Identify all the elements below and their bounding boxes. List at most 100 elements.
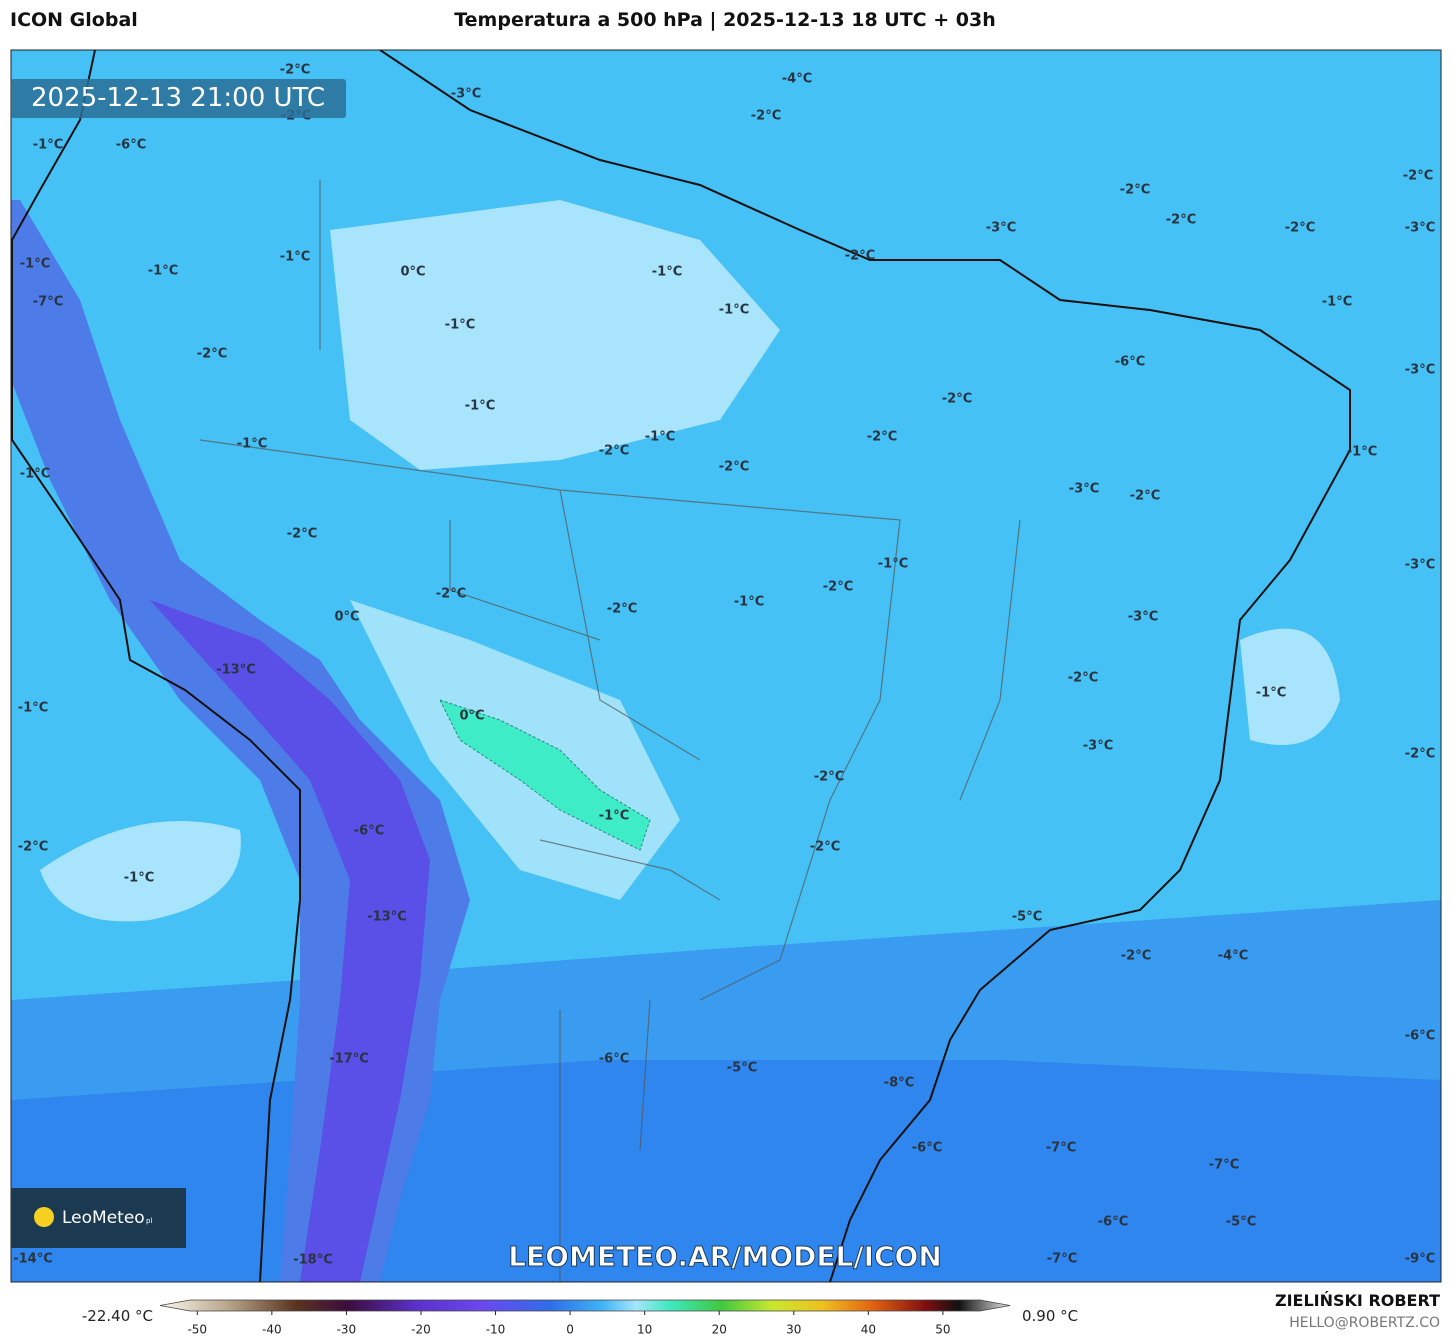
contour-label: -6°C [116,138,146,153]
map-title: Temperatura a 500 hPa | 2025-12-13 18 UT… [454,9,996,31]
contour-label: -7°C [1209,1158,1239,1173]
contour-label: -2°C [751,109,781,124]
contour-label: -6°C [1115,355,1145,370]
contour-label: -6°C [354,824,384,839]
contour-label: -3°C [451,87,481,102]
contour-label: -17°C [329,1052,369,1067]
contour-label: -1°C [734,595,764,610]
contour-label: -5°C [727,1061,757,1076]
contour-label: -2°C [719,460,749,475]
contour-label: -2°C [1403,169,1433,184]
contour-label: -2°C [1405,747,1435,762]
valid-time: 2025-12-13 21:00 UTC [31,83,325,113]
colorbar-tick-label: -10 [486,1323,506,1337]
colorbar-tick-label: 40 [861,1323,876,1337]
contour-label: 0°C [400,265,425,280]
watermark: LEOMETEO.AR/MODEL/ICON [508,1240,942,1273]
warm-zone [1240,628,1340,745]
green-zone [439,699,651,851]
contour-label: -1°C [599,809,629,824]
map-frame [10,49,1442,1283]
contour-label: -7°C [33,295,63,310]
contour-label: -3°C [1083,739,1113,754]
contour-label: -4°C [782,72,812,87]
contour-label: -1°C [1256,686,1286,701]
contour-label: -13°C [367,910,407,925]
contour-label: -2°C [823,580,853,595]
contour-label: 0°C [459,709,484,724]
contour-label: -1°C [1347,445,1377,460]
contour-label: -6°C [912,1141,942,1156]
contour-label: -2°C [599,444,629,459]
map: -2°C -3°C -4°C -2°C -2°C -1°C -6°C -2°C -2°C -2°C… [11,50,1441,1282]
colorbar-tick-label: -40 [262,1323,282,1337]
contour-label: -1°C [878,557,908,572]
colorbar-min: -22.40 °C [82,1307,153,1325]
contour-label: -2°C [197,347,227,362]
colorbar-tick-label: 30 [786,1323,801,1337]
contour-label: -5°C [1012,910,1042,925]
contour-label: -8°C [884,1076,914,1091]
colorbar-tick-label: 10 [637,1323,652,1337]
contour-label: -2°C [845,249,875,264]
contour-label: -1°C [148,264,178,279]
contour-label: -2°C [1166,213,1196,228]
coastline [11,50,1351,1282]
warm-zone [40,821,241,922]
contour-label: -3°C [1128,610,1158,625]
logo: LeoMeteo [62,1208,145,1228]
contour-label: -1°C [18,701,48,716]
model-name: ICON Global [10,9,138,31]
contour-label: -1°C [33,138,63,153]
colorbar-tick-label: -20 [411,1323,431,1337]
colorbar: -50 -40 -30 -20 -10 0 10 20 30 40 50 [159,1299,1011,1337]
contour-label: -2°C [18,840,48,855]
contour-label: -1°C [445,318,475,333]
contour-label: -7°C [1047,1252,1077,1267]
warm-zone [330,200,780,470]
colorbar-max: 0.90 °C [1022,1307,1078,1325]
time-box [11,79,346,118]
contour-label: -1°C [20,467,50,482]
contour-label: -1°C [124,871,154,886]
contour-label: 0°C [334,610,359,625]
contour-label: -1°C [652,265,682,280]
contour-label: -2°C [280,63,310,78]
contour-label: -1°C [20,257,50,272]
contour-label: -2°C [1130,489,1160,504]
contour-label: -1°C [645,430,675,445]
logo-suffix: pl [146,1217,152,1225]
contour-label: -2°C [1285,221,1315,236]
andes-coldest-zone [150,600,430,1282]
contact: HELLO@ROBERTZ.CO [1289,1315,1440,1331]
contour-label: -2°C [1120,183,1150,198]
contour-label: -18°C [293,1253,333,1268]
contour-label: -1°C [465,399,495,414]
contour-label: -4°C [1218,949,1248,964]
colorbar-ramp [159,1299,1011,1312]
contour-label: -2°C [607,602,637,617]
contour-label: -3°C [1405,221,1435,236]
author: ZIELIŃSKI ROBERT [1275,1291,1440,1310]
contour-label: -2°C [436,587,466,602]
borders [199,180,1021,1282]
colorbar-tick-label: 50 [935,1323,950,1337]
contour-label: -2°C [1068,671,1098,686]
contour-label: -3°C [1405,363,1435,378]
contour-label: -1°C [1322,295,1352,310]
colorbar-tick-label: -50 [187,1323,207,1337]
contour-labels: -2°C -3°C -4°C -2°C -2°C -1°C -6°C -2°C -2°C -2°C… [13,63,1435,1268]
contour-label: -5°C [1226,1215,1256,1230]
contour-label: -2°C [1121,949,1151,964]
contour-label: -9°C [1405,1252,1435,1267]
contour-label: -2°C [810,840,840,855]
colorbar-tick-label: 0 [566,1323,574,1337]
contour-label: -3°C [986,221,1016,236]
contour-label: -6°C [1098,1215,1128,1230]
contour-label: -13°C [216,663,256,678]
logo-sun [34,1207,54,1227]
colorbar-tick-label: 20 [712,1323,727,1337]
contour-label: -6°C [599,1052,629,1067]
contour-label: -2°C [867,430,897,445]
